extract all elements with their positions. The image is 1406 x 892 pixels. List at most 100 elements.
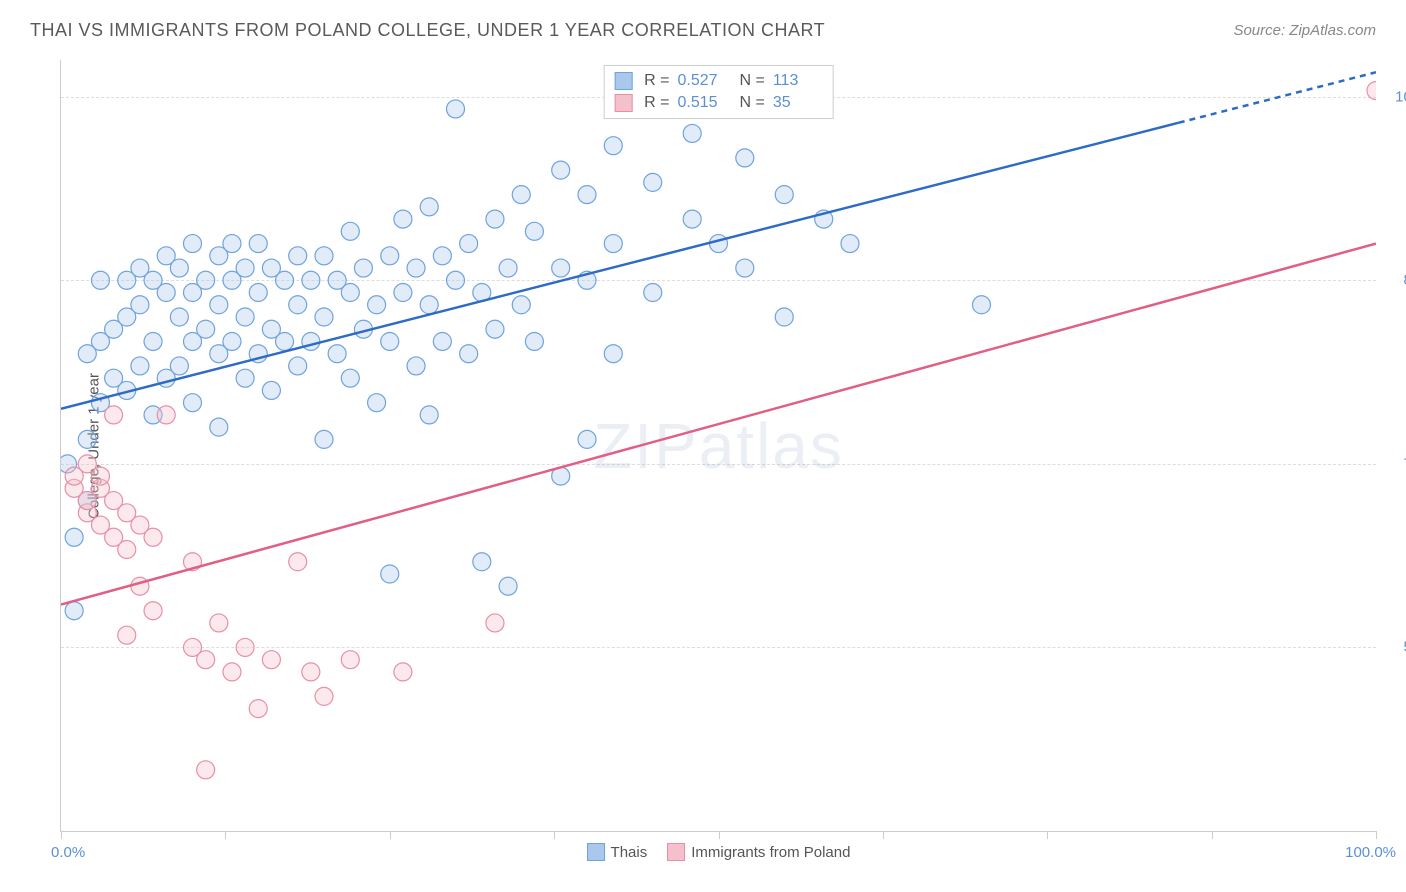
data-point	[236, 308, 254, 326]
data-point	[499, 259, 517, 277]
data-point	[262, 651, 280, 669]
data-point	[552, 161, 570, 179]
swatch-thais-icon	[587, 843, 605, 861]
data-point	[604, 345, 622, 363]
data-point	[736, 259, 754, 277]
data-point	[486, 210, 504, 228]
data-point	[341, 222, 359, 240]
data-point	[184, 235, 202, 253]
n-label: N =	[740, 94, 765, 112]
legend-label-poland: Immigrants from Poland	[691, 844, 850, 861]
data-point	[223, 235, 241, 253]
data-point	[604, 137, 622, 155]
stats-legend: R = 0.527 N = 113 R = 0.515 N = 35	[603, 65, 834, 119]
stats-row-thais: R = 0.527 N = 113	[614, 70, 823, 92]
data-point	[710, 235, 728, 253]
regression-line-dashed	[1179, 72, 1376, 122]
data-point	[420, 198, 438, 216]
data-point	[407, 259, 425, 277]
data-point	[381, 565, 399, 583]
data-point	[394, 284, 412, 302]
data-point	[210, 614, 228, 632]
data-point	[249, 284, 267, 302]
data-point	[289, 247, 307, 265]
n-label: N =	[740, 72, 765, 90]
scatter-svg	[61, 60, 1376, 831]
data-point	[486, 320, 504, 338]
data-point	[197, 761, 215, 779]
data-point	[486, 614, 504, 632]
data-point	[368, 296, 386, 314]
x-axis-max-label: 100.0%	[1345, 844, 1396, 861]
data-point	[170, 259, 188, 277]
data-point	[236, 369, 254, 387]
swatch-thais-icon	[614, 72, 632, 90]
chart-plot-area: College, Under 1 year ZIPatlas R = 0.527…	[60, 60, 1376, 832]
legend-label-thais: Thais	[611, 844, 648, 861]
data-point	[210, 296, 228, 314]
data-point	[578, 430, 596, 448]
data-point	[604, 235, 622, 253]
r-value-thais: 0.527	[678, 72, 728, 90]
series-legend: Thais Immigrants from Poland	[587, 843, 851, 861]
source-label: Source: ZipAtlas.com	[1233, 22, 1376, 39]
r-label: R =	[644, 94, 669, 112]
swatch-poland-icon	[667, 843, 685, 861]
legend-item-thais: Thais	[587, 843, 648, 861]
data-point	[525, 332, 543, 350]
data-point	[289, 553, 307, 571]
data-point	[578, 186, 596, 204]
data-point	[460, 235, 478, 253]
data-point	[223, 663, 241, 681]
data-point	[381, 247, 399, 265]
data-point	[170, 357, 188, 375]
data-point	[552, 259, 570, 277]
data-point	[236, 259, 254, 277]
data-point	[447, 271, 465, 289]
data-point	[315, 687, 333, 705]
data-point	[499, 577, 517, 595]
data-point	[144, 602, 162, 620]
data-point	[65, 528, 83, 546]
data-point	[512, 296, 530, 314]
swatch-poland-icon	[614, 94, 632, 112]
n-value-thais: 113	[773, 72, 823, 90]
data-point	[157, 284, 175, 302]
regression-line	[61, 123, 1179, 409]
data-point	[91, 271, 109, 289]
data-point	[394, 210, 412, 228]
data-point	[368, 394, 386, 412]
y-tick-label: 100.0%	[1395, 88, 1406, 105]
r-value-poland: 0.515	[678, 94, 728, 112]
r-label: R =	[644, 72, 669, 90]
n-value-poland: 35	[773, 94, 823, 112]
data-point	[131, 357, 149, 375]
data-point	[644, 284, 662, 302]
chart-title: THAI VS IMMIGRANTS FROM POLAND COLLEGE, …	[30, 20, 825, 41]
data-point	[184, 394, 202, 412]
data-point	[302, 663, 320, 681]
data-point	[249, 235, 267, 253]
data-point	[157, 406, 175, 424]
data-point	[223, 332, 241, 350]
data-point	[170, 308, 188, 326]
data-point	[775, 186, 793, 204]
data-point	[236, 638, 254, 656]
x-axis-min-label: 0.0%	[51, 844, 85, 861]
data-point	[144, 528, 162, 546]
data-point	[78, 430, 96, 448]
data-point	[262, 381, 280, 399]
data-point	[420, 296, 438, 314]
data-point	[289, 357, 307, 375]
data-point	[433, 247, 451, 265]
stats-row-poland: R = 0.515 N = 35	[614, 92, 823, 114]
data-point	[644, 173, 662, 191]
data-point	[394, 663, 412, 681]
data-point	[302, 332, 320, 350]
data-point	[407, 357, 425, 375]
data-point	[315, 308, 333, 326]
data-point	[118, 541, 136, 559]
data-point	[91, 467, 109, 485]
data-point	[276, 271, 294, 289]
data-point	[315, 247, 333, 265]
